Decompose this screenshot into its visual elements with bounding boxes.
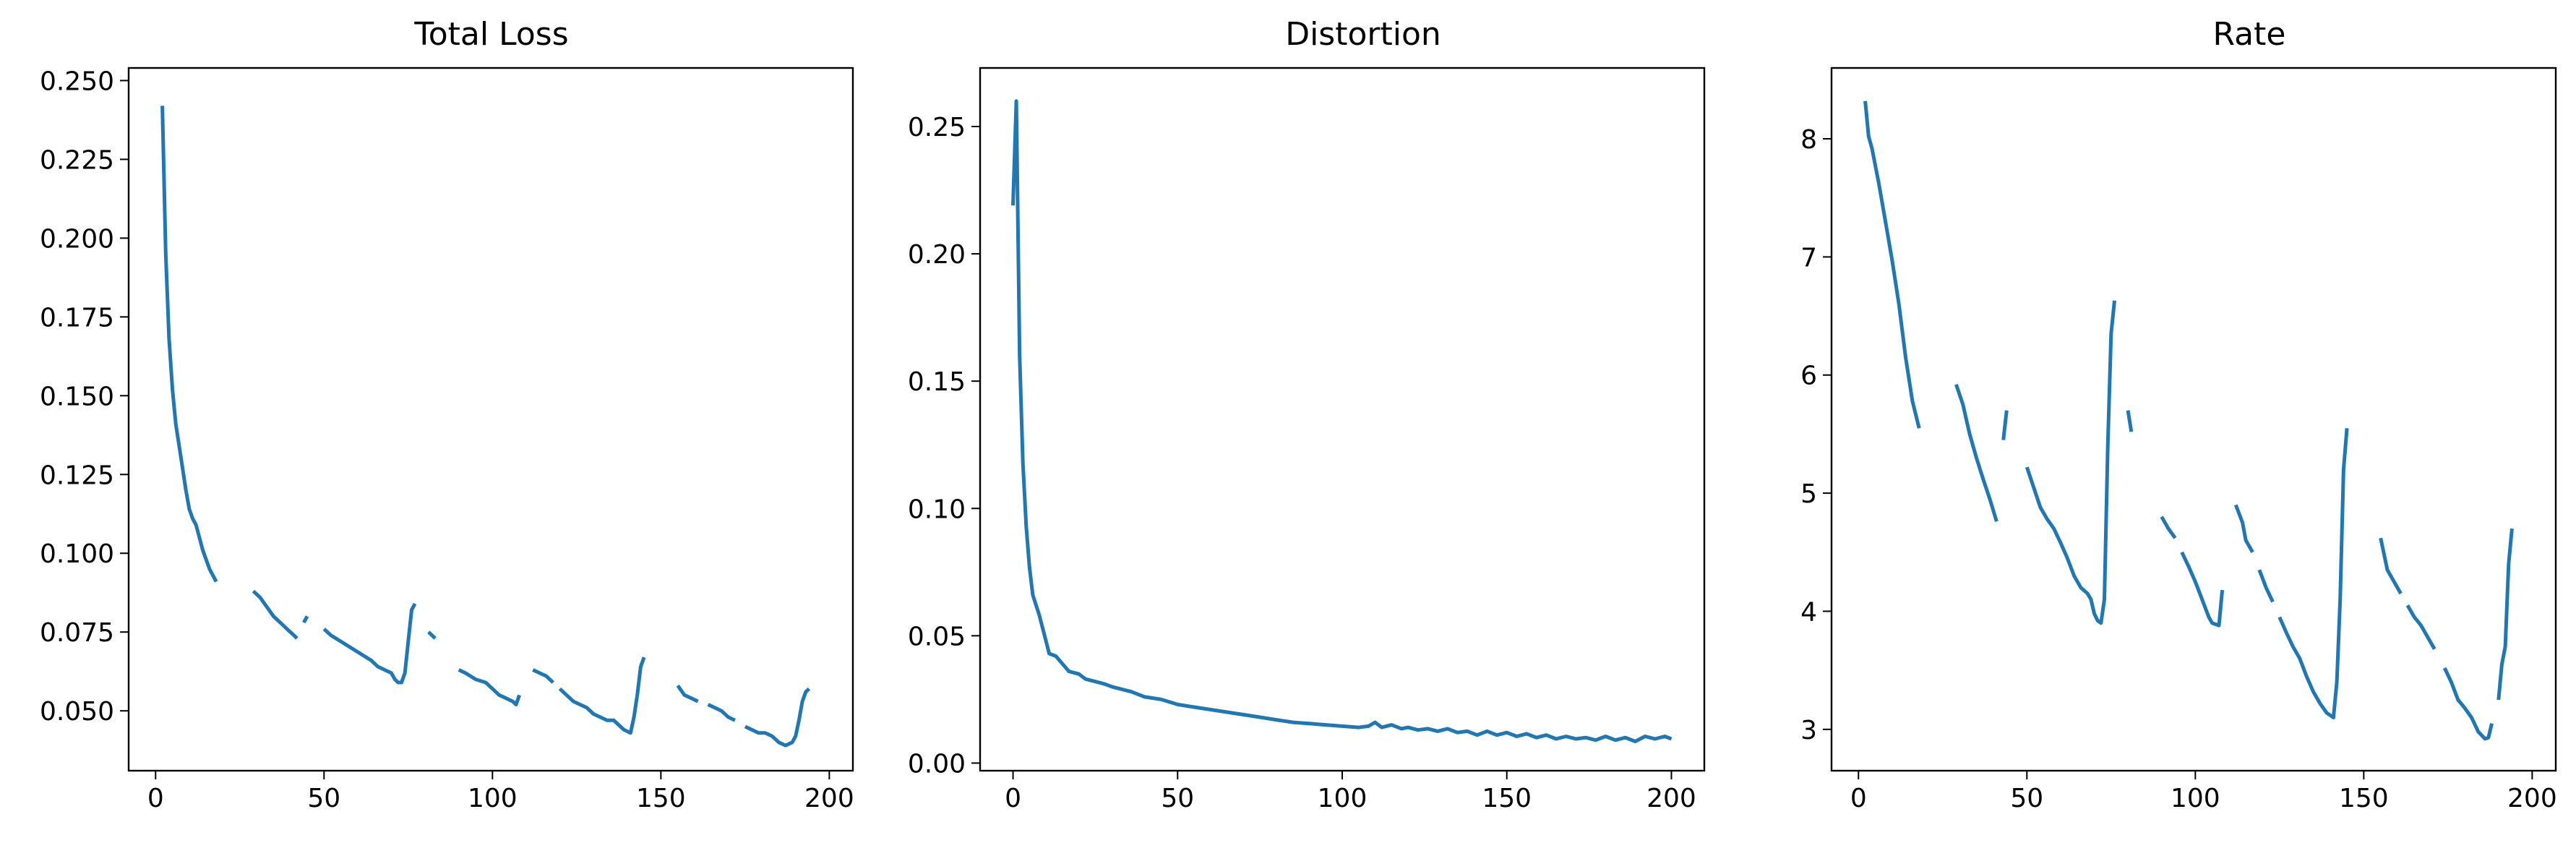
x-tick-label: 50	[2010, 784, 2043, 813]
y-tick-label: 0.200	[40, 224, 114, 254]
y-tick-label: 0.050	[40, 697, 114, 727]
y-tick-label: 7	[1800, 243, 1817, 273]
series-line-segment	[1011, 99, 1673, 743]
series-line-segment	[1954, 383, 1998, 523]
series-line-segment	[2496, 528, 2514, 701]
series-line-segment	[558, 656, 646, 735]
series-line-segment	[2180, 551, 2225, 628]
series-line-segment	[427, 630, 437, 640]
y-tick-label: 4	[1800, 597, 1817, 627]
x-tick-label: 100	[1318, 784, 1368, 813]
x-tick-label: 100	[2171, 784, 2220, 813]
chart-title: Total Loss	[413, 16, 568, 53]
y-tick-label: 0.20	[908, 240, 966, 270]
series-line-segment	[707, 703, 736, 722]
x-tick-label: 50	[1161, 784, 1194, 813]
y-tick-label: 8	[1800, 125, 1817, 155]
plot-area: 0 50 100 150 200 0.050 0.075 0.100 0.125 0.150 0.1…	[40, 67, 854, 813]
y-tick-label: 0.250	[40, 67, 114, 96]
series-line-segment	[744, 687, 811, 748]
y-tick-label: 0.175	[40, 303, 114, 333]
series-line-segment	[2160, 515, 2177, 539]
axes-frame	[1830, 67, 2557, 772]
chart-total-loss: Total Loss 0 50 100 150 200 0.050 0.075 0.100 0.…	[40, 16, 854, 813]
x-tick-label: 50	[307, 784, 340, 813]
y-tick-label: 3	[1800, 716, 1817, 745]
axes-frame	[127, 67, 854, 772]
series-line-segment	[2233, 504, 2254, 554]
x-tick-label: 150	[2339, 784, 2389, 813]
y-tick-label: 0.225	[40, 145, 114, 175]
series-line-segment	[532, 668, 554, 684]
series-line-segment	[2025, 300, 2116, 625]
x-tick-label: 0	[147, 784, 164, 813]
y-tick-label: 5	[1800, 479, 1817, 509]
x-tick-label: 200	[2507, 784, 2557, 813]
y-tick-label: 0.15	[908, 367, 966, 397]
y-tick-label: 0.10	[908, 495, 966, 524]
series-line-segment	[2277, 428, 2349, 719]
y-tick-label: 6	[1800, 361, 1817, 391]
series-line-segment	[2405, 604, 2437, 650]
series-line-segment	[160, 106, 218, 583]
series-line-segment	[2257, 569, 2275, 603]
y-tick-label: 0.150	[40, 382, 114, 411]
series-line-segment	[2442, 667, 2494, 741]
y-tick-label: 0.05	[908, 622, 966, 651]
y-tick-label: 0.075	[40, 618, 114, 648]
chart-distortion: Distortion 0 50 100 150 2000.000.050.100.150…	[908, 16, 1706, 813]
x-tick-label: 150	[1482, 784, 1532, 813]
series-line-segment	[1863, 100, 1921, 429]
x-tick-label: 100	[468, 784, 518, 813]
y-tick-label: 0.100	[40, 539, 114, 569]
series-line-segment	[302, 615, 309, 624]
series-line-segment	[2001, 410, 2009, 440]
series-line-segment	[458, 668, 521, 706]
x-tick-label: 0	[1005, 784, 1021, 813]
y-tick-label: 0.00	[908, 749, 966, 779]
series-line-segment	[676, 684, 699, 703]
x-tick-label: 200	[804, 784, 854, 813]
x-tick-label: 200	[1647, 784, 1696, 813]
chart-title: Distortion	[1285, 16, 1441, 53]
chart-rate: Rate 0 50 100 150 200 3 4 5 6 7 8	[1800, 16, 2557, 813]
series-line-segment	[2126, 410, 2134, 432]
x-tick-label: 0	[1850, 784, 1867, 813]
series-line-segment	[322, 602, 417, 685]
chart-title: Rate	[2213, 16, 2286, 53]
series-line-segment	[252, 589, 299, 640]
x-tick-label: 150	[636, 784, 686, 813]
y-tick-label: 0.25	[908, 113, 966, 142]
series-line-segment	[2379, 537, 2403, 595]
y-tick-label: 0.125	[40, 461, 114, 490]
plot-area: 0 50 100 150 200 3 4 5 6 7 8	[1800, 67, 2557, 813]
plot-area: 0 50 100 150 200 0.00 0.05 0.10 0.15 0.20 0.25	[908, 67, 1706, 813]
